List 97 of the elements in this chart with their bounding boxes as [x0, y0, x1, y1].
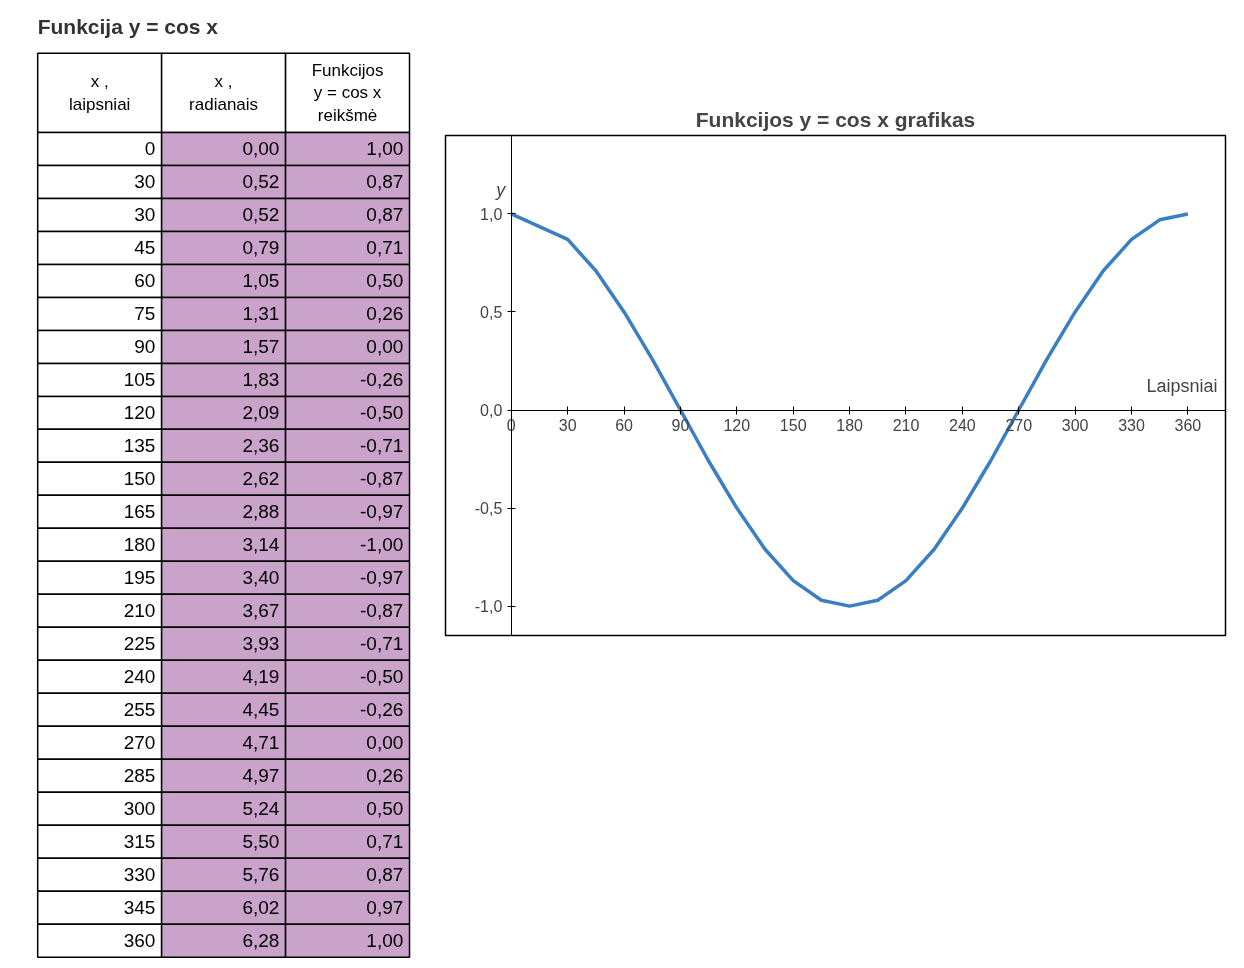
text: 1,05	[242, 270, 280, 292]
x-tick-label: 120	[723, 417, 751, 435]
text: 0,87	[366, 171, 404, 193]
text: 2,62	[242, 468, 280, 490]
text: -0,26	[360, 369, 404, 391]
text: 1,00	[366, 930, 404, 952]
text: 0,71	[366, 237, 404, 259]
text: 0,26	[366, 765, 404, 787]
text: -0,50	[360, 402, 404, 424]
text: 2,09	[242, 402, 280, 424]
text: -0,71	[360, 633, 404, 655]
text: 1,83	[242, 369, 280, 391]
text: -1,00	[360, 534, 404, 556]
text: 3,67	[242, 600, 280, 622]
x-tick-label: 300	[1061, 417, 1089, 435]
text: 0,87	[366, 204, 404, 226]
text: 315	[123, 831, 156, 853]
text: 4,71	[242, 732, 280, 754]
text: 0,00	[366, 336, 404, 358]
x-tick-label: 210	[892, 417, 920, 435]
y-tick-label: 1,0	[480, 205, 503, 223]
text: 4,45	[242, 699, 280, 721]
text: 3,14	[242, 534, 280, 556]
text: -0,97	[360, 501, 404, 523]
text: 105	[123, 369, 156, 391]
text: -0,50	[360, 666, 404, 688]
text: 45	[134, 237, 156, 259]
y-axis-title: y	[494, 179, 507, 200]
text: 0,00	[242, 138, 280, 160]
text: 1,57	[242, 336, 280, 358]
text: 5,50	[242, 831, 280, 853]
text: 30	[134, 204, 156, 226]
text: 0,52	[242, 171, 280, 193]
text: -0,26	[360, 699, 404, 721]
text: 180	[123, 534, 156, 556]
y-tick-label: 0,5	[480, 303, 503, 321]
text: 60	[134, 270, 156, 292]
text: 0,97	[366, 897, 404, 919]
text: 0	[144, 138, 156, 160]
text: 6,28	[242, 930, 280, 952]
text: 210	[123, 600, 156, 622]
x-axis-title: Laipsniai	[1146, 376, 1218, 397]
text: 4,19	[242, 666, 280, 688]
text: 5,24	[242, 798, 280, 820]
text: 0,71	[366, 831, 404, 853]
x-tick-label: 30	[558, 417, 577, 435]
category-label: Funkcijos y = cos x reikšmė	[311, 60, 384, 126]
text: 330	[123, 864, 156, 886]
text: 3,40	[242, 567, 280, 589]
text: 0,50	[366, 798, 404, 820]
text: 1,00	[366, 138, 404, 160]
text: 30	[134, 171, 156, 193]
text: 285	[123, 765, 156, 787]
text: 5,76	[242, 864, 280, 886]
text: 1,31	[242, 303, 280, 325]
text: 75	[134, 303, 156, 325]
text: 150	[123, 468, 156, 490]
text: 2,88	[242, 501, 280, 523]
x-tick-label: 60	[615, 417, 634, 435]
text: 0,87	[366, 864, 404, 886]
text: 6,02	[242, 897, 280, 919]
text: 0,79	[242, 237, 280, 259]
category-label: x , laipsniai	[68, 71, 131, 114]
y-tick-label: -0,5	[474, 500, 503, 518]
text: 240	[123, 666, 156, 688]
text: 165	[123, 501, 156, 523]
text: 2,36	[242, 435, 280, 457]
text: 0,50	[366, 270, 404, 292]
x-tick-label: 330	[1118, 417, 1145, 435]
text: 360	[123, 930, 156, 952]
text: 255	[123, 699, 156, 721]
text: 225	[123, 633, 156, 655]
text: 135	[123, 435, 156, 457]
text: 345	[123, 897, 156, 919]
x-tick-label: 360	[1174, 417, 1202, 435]
y-tick-label: -1,0	[474, 598, 503, 616]
x-tick-label: 150	[779, 417, 807, 435]
text: 0,00	[366, 732, 404, 754]
text: Funkcija y = cos x	[37, 15, 219, 39]
text: 270	[123, 732, 156, 754]
text: 3,93	[242, 633, 280, 655]
x-tick-label: 240	[949, 417, 976, 435]
y-tick-label: 0,0	[480, 402, 503, 420]
text: 195	[123, 567, 156, 589]
text: -0,87	[360, 468, 404, 490]
text: -0,97	[360, 567, 404, 589]
text: 4,97	[242, 765, 280, 787]
text: 0,52	[242, 204, 280, 226]
text: 0,26	[366, 303, 404, 325]
text: -0,87	[360, 600, 404, 622]
category-label: x , radianais	[189, 71, 259, 114]
x-tick-label: 180	[836, 417, 864, 435]
chart-title: Funkcijos y = cos x grafikas	[695, 107, 976, 131]
text: 300	[123, 798, 156, 820]
x-tick-label: 90	[671, 417, 690, 435]
text: -0,71	[360, 435, 404, 457]
text: 90	[134, 336, 156, 358]
